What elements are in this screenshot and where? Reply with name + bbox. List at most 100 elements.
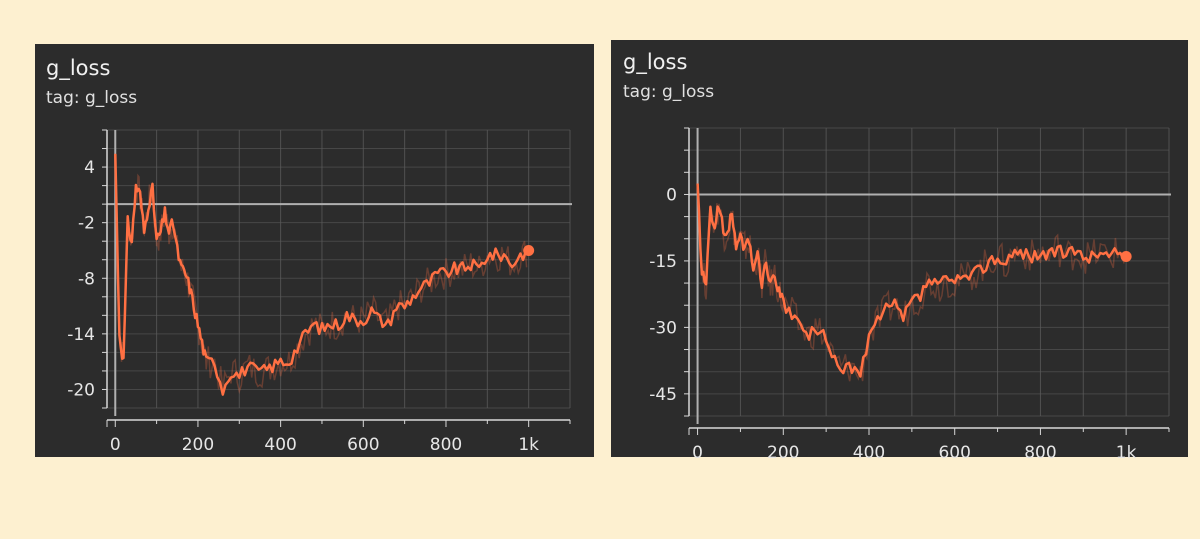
data-point [1091, 255, 1093, 257]
data-point [834, 362, 836, 364]
data-point [722, 233, 724, 235]
y-tick-label: -14 [67, 325, 95, 345]
data-point [816, 326, 818, 328]
data-point [1065, 255, 1067, 257]
data-point [296, 347, 298, 349]
data-point [1039, 251, 1041, 253]
data-point [222, 388, 224, 390]
data-point [420, 286, 422, 288]
data-point [996, 255, 998, 257]
y-tick-label: -20 [67, 380, 95, 400]
data-point [979, 269, 981, 271]
data-point [246, 365, 248, 367]
data-point [1099, 251, 1101, 253]
data-point [1108, 255, 1110, 257]
y-tick-label: 4 [84, 158, 95, 178]
x-tick-label: 200 [182, 435, 214, 455]
data-point [774, 273, 776, 275]
x-tick-label: 800 [430, 435, 462, 455]
data-point [988, 260, 990, 262]
data-point [782, 304, 784, 306]
chart-tag: tag: g_loss [46, 88, 138, 108]
data-point [271, 365, 273, 367]
data-point [304, 333, 306, 335]
data-point [735, 242, 737, 244]
data-point [321, 328, 323, 330]
data-point [765, 260, 767, 262]
series-end-marker [1120, 250, 1132, 262]
data-point [470, 263, 472, 265]
data-point [172, 221, 174, 223]
x-tick-label: 0 [692, 443, 703, 463]
data-point [1031, 255, 1033, 257]
data-point [778, 291, 780, 293]
raw-series-line [114, 153, 528, 395]
data-point [519, 254, 521, 256]
series-line [114, 153, 529, 396]
data-point [428, 282, 430, 284]
data-point [1082, 255, 1084, 257]
x-tick-label: 600 [347, 435, 379, 455]
series-end-marker [523, 244, 535, 256]
data-point [213, 360, 215, 362]
x-tick-label: 400 [264, 435, 296, 455]
data-point [1116, 251, 1118, 253]
x-tick-label: 0 [110, 435, 121, 455]
data-point [255, 370, 257, 372]
chart-card-right: g_loss tag: g_loss 0 -15 -30 -45 0 200 400 600 8… [611, 40, 1188, 463]
data-point [709, 211, 711, 213]
data-point [114, 152, 116, 154]
chart-card-left: g_loss tag: g_loss 4 -2 -8 -14 -20 0 200 400 600… [35, 44, 594, 457]
x-tick-label: 1k [518, 435, 539, 455]
data-point [362, 319, 364, 321]
data-point [445, 272, 447, 274]
data-point [379, 319, 381, 321]
data-point [387, 323, 389, 325]
data-point [868, 335, 870, 337]
data-point [147, 203, 149, 205]
data-point [962, 277, 964, 279]
data-point [354, 319, 356, 321]
data-point [748, 242, 750, 244]
data-point [346, 314, 348, 316]
data-point [337, 323, 339, 325]
data-point [756, 255, 758, 257]
data-point [701, 273, 703, 275]
data-point [1074, 251, 1076, 253]
data-point [395, 305, 397, 307]
data-point [761, 282, 763, 284]
chart-plot: 0 -15 -30 -45 0 200 400 600 800 1k [649, 127, 1171, 463]
data-point [928, 277, 930, 279]
data-point [176, 249, 178, 251]
y-tick-label: -45 [649, 385, 677, 405]
data-point [329, 323, 331, 325]
data-point [403, 305, 405, 307]
chart-title: g_loss [623, 50, 688, 74]
data-point [731, 215, 733, 217]
data-point [135, 184, 137, 186]
data-point [151, 189, 153, 191]
data-point [312, 323, 314, 325]
data-point [370, 310, 372, 312]
data-point [478, 268, 480, 270]
data-point [126, 221, 128, 223]
data-point [118, 333, 120, 335]
data-point [696, 184, 698, 186]
x-tick-label: 200 [767, 443, 799, 463]
data-point [769, 286, 771, 288]
x-tick-label: 800 [1024, 443, 1056, 463]
data-point [511, 263, 513, 265]
data-point [744, 246, 746, 248]
data-point [954, 282, 956, 284]
y-tick-label: -8 [78, 269, 95, 289]
x-tick-label: 600 [938, 443, 970, 463]
data-point [945, 277, 947, 279]
data-point [799, 326, 801, 328]
data-point [842, 366, 844, 368]
data-point [911, 300, 913, 302]
data-point [180, 268, 182, 270]
data-point [1005, 264, 1007, 266]
chart-title: g_loss [46, 56, 111, 80]
data-point [851, 366, 853, 368]
data-point [971, 273, 973, 275]
